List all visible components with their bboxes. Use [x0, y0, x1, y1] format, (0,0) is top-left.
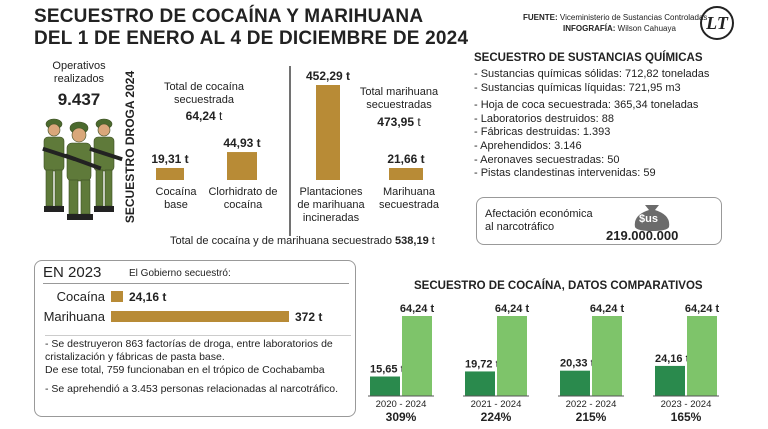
- comp-bar-label-2-0: 20,33 t: [560, 358, 595, 370]
- comp-bar-label-1-0: 19,72 t: [465, 358, 500, 370]
- quimicas-title: SECUESTRO DE SUSTANCIAS QUÍMICAS: [474, 52, 703, 64]
- quimicas-item: - Hoja de coca secuestrada: 365,34 tonel…: [474, 99, 699, 112]
- quimicas-item: - Pistas clandestinas intervenidas: 59: [474, 167, 656, 180]
- title-line-2: DEL 1 DE ENERO AL 4 DE DICIEMBRE DE 2024: [34, 28, 469, 49]
- comp-bar-2-0: [560, 370, 590, 396]
- comp-bar-label-2-1: 64,24 t: [590, 303, 625, 315]
- grand-total-unit: t: [431, 235, 435, 247]
- comp-bar-label-1-1: 64,24 t: [495, 303, 530, 315]
- bar-2024-label-3: 21,66 t: [387, 152, 424, 166]
- comp-bar-label-3-0: 24,16 t: [655, 353, 690, 365]
- comp-bar-0-1: [402, 316, 432, 396]
- comp-bar-label-0-0: 15,65 t: [370, 364, 405, 376]
- cat-label-marihuana-secuestrada: Marihuana secuestrada: [379, 186, 439, 211]
- credits: FUENTE: Viceministerio de Sustancias Con…: [523, 12, 707, 34]
- comp-cat-2: 2022 - 2024: [566, 399, 617, 410]
- cat-label-cocaina-base: Cocaína base: [155, 186, 197, 211]
- en2023-bar-label-0: 24,16 t: [129, 290, 166, 304]
- en2023-panel: EN 2023 El Gobierno secuestró: Cocaína 24…: [34, 260, 356, 417]
- infografia-value: Wilson Cahuaya: [617, 24, 676, 33]
- quimicas-item: - Fábricas destruidas: 1.393: [474, 126, 611, 139]
- afectacion-label: Afectación económica al narcotráfico: [485, 208, 593, 233]
- newspaper-logo: LT: [700, 6, 734, 40]
- en2023-note-3: - Se aprehendió a 3.453 personas relacio…: [45, 383, 339, 395]
- soldiers-icon: [42, 118, 123, 220]
- comp-bar-2-1: [592, 316, 622, 396]
- comp-bar-1-0: [465, 371, 495, 396]
- comp-percent-0: 309%: [386, 410, 417, 424]
- en2023-note-1: - Se destruyeron 863 factorías de droga,…: [45, 338, 333, 363]
- afectacion-value: 219.000.000: [606, 228, 679, 243]
- en2023-divider: [43, 283, 349, 284]
- cocaina-total-unit: t: [219, 109, 223, 123]
- grand-total-label: Total de cocaína y de marihuana secuestr…: [170, 235, 392, 247]
- comparativo-title: SECUESTRO DE COCAÍNA, DATOS COMPARATIVOS: [414, 280, 703, 292]
- bar-2024-label-0: 19,31 t: [151, 152, 188, 166]
- source-value: Viceministerio de Sustancias Controladas: [559, 13, 708, 22]
- logo-text: LT: [706, 12, 728, 33]
- seizure-vertical-title: SECUESTRO DROGA 2024: [123, 70, 137, 224]
- operativos-value: 9.437: [57, 90, 101, 109]
- cocaina-total: 64,24 t: [162, 109, 246, 123]
- en2023-bar-1: [111, 311, 289, 322]
- bar-2024-0: [156, 167, 184, 180]
- grand-total-value: 538,19: [395, 235, 429, 247]
- money-bag-icon: $us: [627, 201, 677, 231]
- en2023-cat-0: Cocaína: [57, 289, 106, 304]
- marihuana-total-value: 473,95: [377, 115, 414, 129]
- title-line-1: SECUESTRO DE COCAÍNA Y MARIHUANA: [34, 6, 424, 27]
- quimicas-item: - Laboratorios destruidos: 88: [474, 112, 615, 125]
- cocaina-total-label: Total de cocaína secuestrada: [163, 81, 245, 106]
- quimicas-item: - Aeronaves secuestradas: 50: [474, 153, 620, 166]
- bar-2024-label-2: 452,29 t: [306, 69, 350, 83]
- comp-bar-label-3-1: 64,24 t: [685, 303, 720, 315]
- comp-cat-3: 2023 - 2024: [661, 399, 712, 410]
- en2023-bar-label-1: 372 t: [295, 310, 322, 324]
- quimicas-list: - Sustancias químicas sólidas: 712,82 to…: [474, 68, 709, 181]
- comp-bar-0-0: [370, 376, 400, 396]
- quimicas-item: - Sustancias químicas líquidas: 721,95 m…: [474, 81, 681, 94]
- bar-2024-1: [227, 152, 257, 180]
- cat-label-plantaciones: Plantaciones de marihuana incineradas: [297, 186, 365, 224]
- bar-2024-2: [316, 85, 340, 180]
- comp-bar-1-1: [497, 316, 527, 396]
- infografia-label: INFOGRAFÍA:: [563, 24, 616, 33]
- afectacion-box: Afectación económica al narcotráfico 219…: [476, 197, 722, 245]
- cat-label-clorhidrato: Clorhidrato de cocaína: [208, 186, 278, 211]
- bar-2024-label-1: 44,93 t: [223, 136, 260, 150]
- operativos-label: Operativos realizados: [52, 60, 106, 85]
- source-label: FUENTE:: [523, 13, 558, 22]
- seizure-2024-chart: 19,31 t 44,93 t 452,29 t 21,66 t: [151, 66, 425, 236]
- en2023-note-2: De ese total, 759 funcionaban en el tróp…: [45, 364, 325, 376]
- comp-bar-3-1: [687, 316, 717, 396]
- money-bag-text: $us: [639, 213, 658, 225]
- comp-percent-1: 224%: [481, 410, 512, 424]
- en2023-chart: Cocaína 24,16 t Marihuana 372 t: [44, 289, 323, 324]
- en2023-subheading: El Gobierno secuestró:: [129, 268, 231, 279]
- quimicas-item: - Aprehendidos: 3.146: [474, 139, 582, 152]
- en2023-heading: EN 2023: [43, 264, 102, 281]
- cocaina-total-value: 64,24: [185, 109, 216, 123]
- comp-percent-3: 165%: [671, 410, 702, 424]
- comp-cat-1: 2021 - 2024: [471, 399, 522, 410]
- en2023-cat-1: Marihuana: [44, 309, 106, 324]
- marihuana-total: 473,95 t: [358, 115, 440, 129]
- comp-percent-2: 215%: [576, 410, 607, 424]
- en2023-bar-0: [111, 291, 123, 302]
- bar-2024-3: [389, 168, 423, 180]
- marihuana-total-unit: t: [417, 115, 421, 129]
- en2023-notes: - Se destruyeron 863 factorías de droga,…: [45, 335, 351, 396]
- comp-bar-3-0: [655, 365, 685, 396]
- marihuana-total-label: Total marihuana secuestradas: [359, 86, 439, 111]
- comp-bar-label-0-1: 64,24 t: [400, 303, 435, 315]
- grand-total: Total de cocaína y de marihuana secuestr…: [170, 235, 435, 247]
- page-title: SECUESTRO DE COCAÍNA Y MARIHUANA DEL 1 D…: [34, 6, 468, 50]
- quimicas-item: - Sustancias químicas sólidas: 712,82 to…: [474, 68, 710, 80]
- comp-cat-0: 2020 - 2024: [376, 399, 427, 410]
